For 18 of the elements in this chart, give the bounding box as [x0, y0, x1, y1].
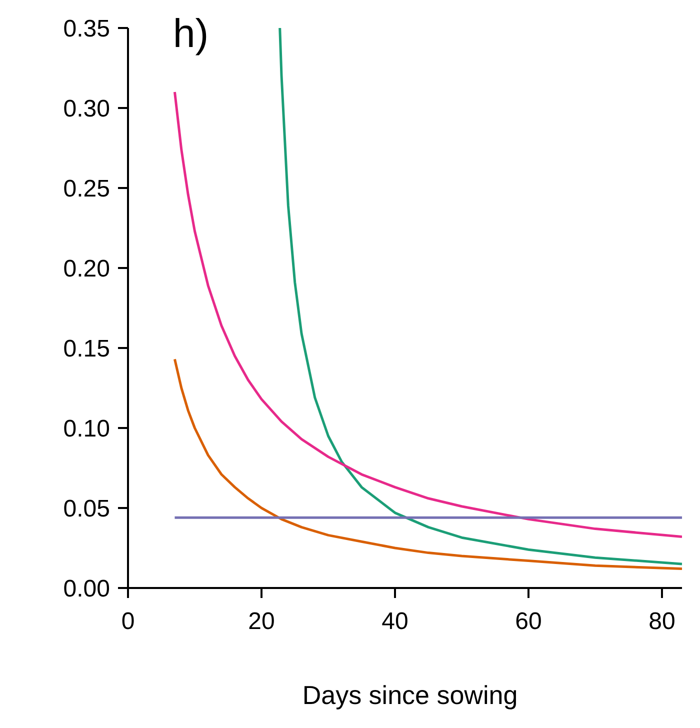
x-tick-label: 80	[648, 608, 676, 636]
y-tick-label: 0.20	[63, 256, 110, 283]
line-series	[173, 358, 682, 570]
y-tick-label: 0.30	[63, 96, 110, 123]
x-tick-label: 0	[121, 608, 135, 636]
x-tick-label: 40	[382, 608, 408, 636]
y-tick-label: 0.05	[63, 496, 110, 523]
chart-title: h)	[173, 12, 209, 57]
y-tick-label: 0.35	[63, 16, 110, 43]
y-tick-label: 0.10	[63, 416, 110, 443]
line-series	[173, 90, 682, 538]
y-tick-label: 0.00	[63, 576, 110, 603]
x-axis-title: Days since sowing	[301, 680, 519, 711]
x-tick-label: 20	[248, 608, 275, 636]
y-tick-label: 0.25	[63, 176, 110, 203]
x-tick-label: 60	[515, 608, 542, 636]
line-series	[278, 28, 682, 566]
y-tick-label: 0.15	[63, 336, 110, 363]
